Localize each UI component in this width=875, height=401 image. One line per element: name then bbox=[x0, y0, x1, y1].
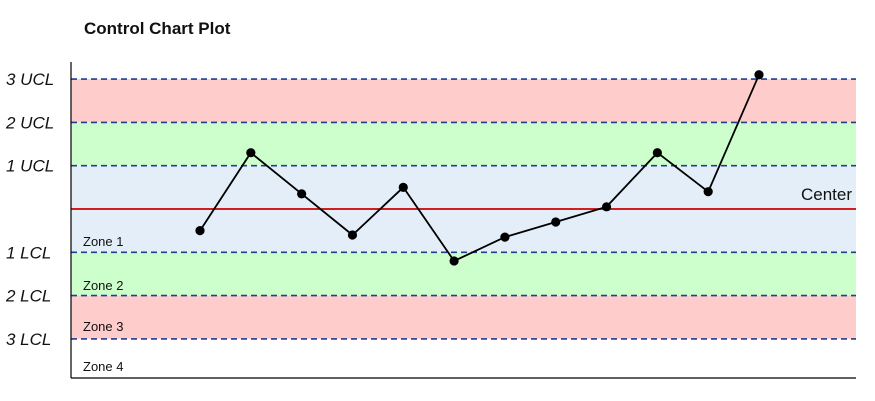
data-point bbox=[297, 189, 307, 199]
zone-label: Zone 3 bbox=[83, 319, 123, 334]
zone-band-upper-3 bbox=[71, 79, 856, 123]
axes bbox=[70, 62, 856, 379]
limit-label: 3 LCL bbox=[6, 330, 51, 349]
data-point bbox=[754, 70, 764, 80]
zone-labels: Zone 1 Zone 2 Zone 3 Zone 4 bbox=[83, 234, 123, 374]
zone-label: Zone 4 bbox=[83, 359, 123, 374]
data-point bbox=[449, 256, 459, 266]
data-point bbox=[347, 230, 358, 240]
limit-label: 2 LCL bbox=[5, 287, 51, 306]
data-point bbox=[398, 182, 408, 192]
series bbox=[195, 70, 764, 266]
data-point bbox=[703, 187, 713, 197]
limit-label: 2 UCL bbox=[5, 113, 54, 132]
data-point bbox=[195, 226, 205, 236]
limit-labels: 3 UCL 2 UCL 1 UCL 1 LCL 2 LCL 3 LCL Center bbox=[5, 70, 852, 349]
zone-label: Zone 1 bbox=[83, 234, 123, 249]
limit-label: 3 UCL bbox=[6, 70, 54, 89]
series-line bbox=[199, 74, 760, 263]
zone-label: Zone 2 bbox=[83, 278, 123, 293]
limit-label: 1 UCL bbox=[6, 157, 54, 176]
data-point bbox=[551, 217, 561, 227]
center-label: Center bbox=[801, 185, 852, 204]
chart-title: Control Chart Plot bbox=[84, 19, 231, 38]
data-point bbox=[500, 232, 510, 242]
data-point bbox=[246, 148, 256, 158]
data-point bbox=[652, 148, 662, 158]
data-point bbox=[601, 202, 612, 212]
limit-lines bbox=[71, 78, 856, 340]
limit-label: 1 LCL bbox=[6, 243, 51, 262]
zone-band-lower-2 bbox=[71, 252, 856, 296]
zone-band-upper-2 bbox=[71, 122, 856, 166]
zone-band-lower-3 bbox=[71, 295, 856, 339]
